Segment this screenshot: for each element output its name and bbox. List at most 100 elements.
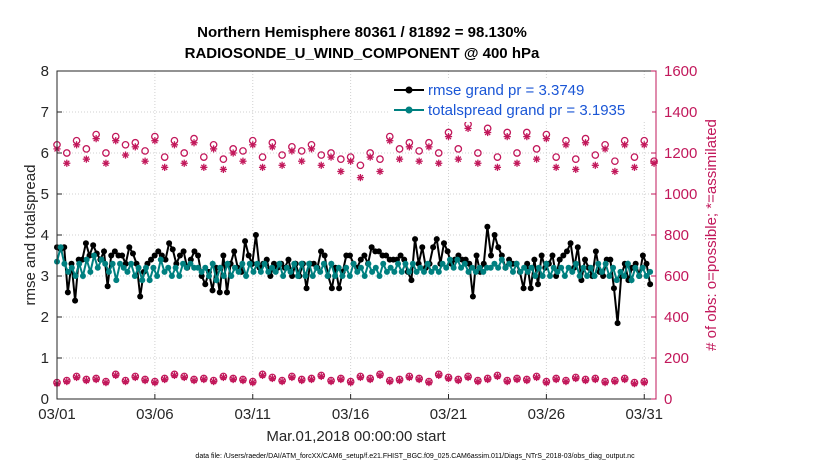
rmse-point bbox=[195, 252, 202, 259]
totalspread-point bbox=[205, 273, 212, 279]
obs-assimilated-marker bbox=[572, 165, 580, 173]
totalspread-point bbox=[472, 268, 479, 275]
rmse-point bbox=[242, 238, 249, 245]
rmse-point bbox=[607, 256, 614, 263]
obs-possible-marker bbox=[239, 147, 247, 155]
rmse-point bbox=[495, 244, 502, 251]
totalspread-point bbox=[450, 264, 457, 271]
obs-star-stroke bbox=[533, 156, 540, 163]
y-tick-label: 0 bbox=[41, 391, 49, 408]
obs-possible-marker bbox=[180, 149, 189, 157]
rmse-point bbox=[108, 252, 115, 259]
obs-star-stroke bbox=[337, 376, 344, 383]
obs-assimilated-low-marker bbox=[190, 376, 198, 385]
obs-star-stroke bbox=[230, 150, 237, 156]
rmse-point bbox=[169, 246, 176, 253]
rmse-point bbox=[162, 256, 169, 263]
totalspread-point bbox=[417, 264, 424, 271]
totalspread-point bbox=[361, 273, 368, 279]
obs-possible-marker bbox=[415, 147, 423, 155]
obs-star-stroke bbox=[171, 141, 178, 148]
obs-star-stroke bbox=[504, 378, 511, 385]
obs-star-stroke bbox=[93, 135, 100, 142]
totalspread-point bbox=[517, 268, 524, 275]
obs-star-stroke bbox=[191, 139, 198, 146]
obs-star-stroke bbox=[249, 141, 256, 148]
obs-star-stroke bbox=[357, 174, 364, 181]
rmse-point bbox=[231, 248, 238, 255]
totalspread-point bbox=[309, 273, 316, 279]
obs-star-stroke bbox=[367, 154, 374, 161]
y-axis-label-right: # of obs: o=possible; *=assimilated bbox=[703, 119, 720, 351]
obs-star-stroke bbox=[112, 372, 119, 379]
obs-assimilated-marker bbox=[278, 161, 286, 169]
obs-star-stroke bbox=[602, 379, 609, 386]
obs-possible-marker bbox=[454, 145, 463, 153]
totalspread-point bbox=[387, 264, 394, 271]
obs-star-stroke bbox=[562, 378, 569, 385]
obs-star-stroke bbox=[484, 376, 491, 383]
totalspread-point bbox=[480, 268, 487, 275]
obs-assimilated-low-marker bbox=[474, 377, 482, 386]
rmse-point bbox=[614, 320, 621, 327]
obs-assimilated-low-marker bbox=[112, 371, 120, 380]
rmse-point bbox=[328, 285, 335, 292]
obs-assimilated-marker bbox=[386, 137, 394, 145]
totalspread-point bbox=[454, 256, 461, 263]
obs-assimilated-low-marker bbox=[161, 375, 169, 384]
obs-assimilated-low-marker bbox=[307, 375, 316, 384]
obs-assimilated-low-marker bbox=[572, 374, 580, 383]
totalspread-point bbox=[98, 256, 105, 263]
obs-star-stroke bbox=[151, 379, 158, 386]
y-tick-label: 3 bbox=[41, 268, 49, 285]
obs-star-stroke bbox=[425, 379, 432, 386]
totalspread-point bbox=[332, 273, 339, 279]
obs-assimilated-low-marker bbox=[278, 377, 286, 386]
totalspread-point bbox=[506, 260, 513, 267]
rmse-point bbox=[361, 252, 368, 259]
legend-box bbox=[390, 78, 652, 122]
obs-star-stroke bbox=[543, 379, 550, 386]
obs-assimilated-low-marker bbox=[621, 375, 629, 384]
rmse-point bbox=[419, 244, 426, 251]
totalspread-point bbox=[624, 260, 631, 267]
totalspread-point bbox=[276, 260, 283, 267]
totalspread-point bbox=[124, 268, 131, 275]
obs-star-stroke bbox=[298, 158, 305, 165]
obs-star-stroke bbox=[572, 166, 579, 173]
totalspread-point bbox=[598, 268, 605, 275]
totalspread-point bbox=[339, 273, 346, 279]
obs-star-stroke bbox=[161, 164, 168, 171]
totalspread-point bbox=[502, 264, 509, 271]
rmse-point bbox=[412, 236, 419, 243]
obs-assimilated-low-marker bbox=[640, 379, 648, 387]
obs-assimilated-low-marker bbox=[611, 377, 619, 386]
obs-assimilated-marker bbox=[337, 167, 345, 176]
obs-assimilated-low-marker bbox=[415, 375, 423, 384]
obs-possible-marker bbox=[395, 145, 404, 153]
totalspread-point bbox=[87, 268, 94, 275]
totalspread-point bbox=[465, 268, 472, 275]
obs-possible-marker bbox=[552, 153, 561, 161]
totalspread-point bbox=[135, 264, 142, 271]
obs-star-stroke bbox=[102, 379, 109, 386]
axes: 03/01 03/06 03/11 03/16 03/21 03/26 03/3101234… bbox=[38, 63, 697, 423]
rmse-point bbox=[137, 293, 144, 300]
totalspread-point bbox=[306, 260, 313, 267]
x-tick-label: 03/06 bbox=[136, 406, 174, 423]
obs-possible-marker bbox=[434, 149, 443, 157]
totalspread-point bbox=[639, 264, 646, 271]
totalspread-point bbox=[250, 268, 257, 275]
obs-star-stroke bbox=[249, 379, 256, 386]
x-tick-label: 03/16 bbox=[332, 406, 370, 423]
obs-assimilated-low-marker bbox=[523, 376, 531, 385]
obs-assimilated-marker bbox=[72, 141, 81, 149]
totalspread-point bbox=[61, 260, 68, 267]
totalspread-point bbox=[302, 273, 309, 279]
obs-possible-marker bbox=[532, 145, 541, 153]
totalspread-point bbox=[532, 273, 539, 279]
obs-star-stroke bbox=[83, 156, 90, 163]
y-right-tick-label: 1200 bbox=[664, 145, 697, 162]
rmse-point bbox=[119, 252, 126, 259]
